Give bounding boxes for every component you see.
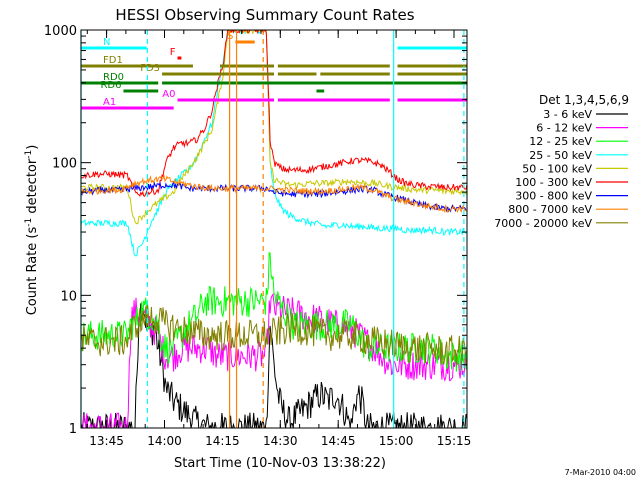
flag-label-a0: A0 bbox=[162, 89, 175, 100]
series-line-5 bbox=[81, 30, 467, 198]
series-line-0 bbox=[81, 303, 467, 428]
legend-label-1: 6 - 12 keV bbox=[536, 122, 592, 135]
plot-frame bbox=[80, 29, 468, 429]
x-axis-label: Start Time (10-Nov-03 13:38:22) bbox=[174, 456, 386, 471]
series-line-3 bbox=[81, 30, 467, 257]
y-tick-label-2: 100 bbox=[52, 157, 77, 172]
flag-label-a1: A1 bbox=[103, 97, 116, 108]
y-axis-label-sup2: -1 bbox=[24, 150, 34, 159]
x-tick-label-3: 14:30 bbox=[263, 434, 298, 448]
legend-label-6: 300 - 800 keV bbox=[515, 190, 592, 203]
x-tick-label-0: 13:45 bbox=[89, 434, 124, 448]
y-axis-label-mid: detector bbox=[25, 158, 40, 218]
x-tick-label-2: 14:15 bbox=[205, 434, 240, 448]
flag-label-n: N bbox=[103, 37, 110, 48]
y-tick-label-0: 1 bbox=[69, 422, 77, 437]
y-axis-label: Count Rate (s-1 detector-1) bbox=[24, 145, 40, 316]
legend-label-4: 50 - 100 keV bbox=[522, 162, 592, 175]
flag-label-f: F bbox=[170, 47, 176, 58]
x-tick-label-1: 14:00 bbox=[147, 434, 182, 448]
flag-label-s: S bbox=[227, 31, 233, 42]
chart-title: HESSI Observing Summary Count Rates bbox=[115, 6, 414, 24]
legend-label-8: 7000 - 20000 keV bbox=[494, 217, 592, 230]
y-axis-label-sup1: -1 bbox=[24, 218, 34, 227]
y-tick-label-1: 10 bbox=[60, 289, 77, 304]
legend-label-3: 25 - 50 keV bbox=[529, 149, 592, 162]
series-line-6 bbox=[81, 180, 467, 213]
x-tick-label-5: 15:00 bbox=[379, 434, 414, 448]
legend-label-7: 800 - 7000 keV bbox=[508, 203, 592, 216]
flag-label-rd6: RD6 bbox=[100, 80, 121, 91]
series-layer bbox=[81, 30, 467, 428]
footer-date: 7-Mar-2010 04:00 bbox=[565, 468, 636, 477]
flag-label-fd3: FD3 bbox=[140, 63, 160, 74]
x-tick-label-6: 15:15 bbox=[437, 434, 472, 448]
legend-label-2: 12 - 25 keV bbox=[529, 135, 592, 148]
series-line-8 bbox=[81, 304, 467, 367]
y-tick-label-3: 1000 bbox=[44, 24, 77, 39]
legend-label-0: 3 - 6 keV bbox=[543, 108, 592, 121]
series-line-7 bbox=[81, 174, 467, 214]
y-axis-ticks: 1 10 100 1000 bbox=[44, 24, 467, 437]
x-axis-ticks: 13:45 14:00 14:15 14:30 14:45 15:00 15:15 bbox=[86, 30, 472, 448]
series-line-4 bbox=[81, 30, 467, 225]
flag-label-rd0: RD0 bbox=[103, 72, 124, 83]
legend-label-5: 100 - 300 keV bbox=[515, 176, 592, 189]
flag-label-fd1: FD1 bbox=[103, 55, 123, 66]
legend-title: Det 1,3,4,5,6,9 bbox=[539, 93, 629, 107]
y-axis-label-main: Count Rate (s bbox=[25, 227, 40, 316]
y-axis-label-end: ) bbox=[25, 145, 40, 150]
x-tick-label-4: 14:45 bbox=[321, 434, 356, 448]
